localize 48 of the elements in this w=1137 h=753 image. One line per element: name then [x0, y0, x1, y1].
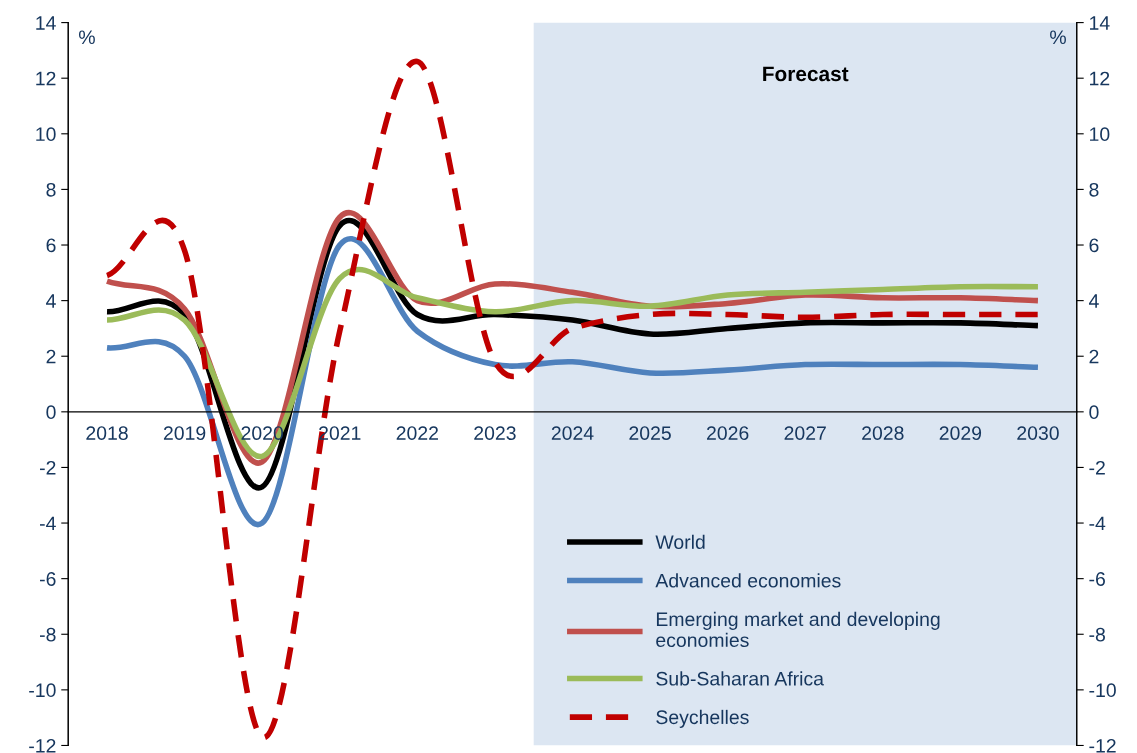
y-tick-label: 10	[36, 127, 56, 142]
band-label: Forecast	[763, 66, 849, 82]
y-tick-label: 0	[46, 405, 56, 420]
legend-label: Sub-Saharan Africa	[656, 671, 824, 686]
y2-tick-label: 12	[1090, 71, 1110, 86]
y-tick-label: 14	[36, 16, 56, 30]
y-tick-label: -10	[29, 683, 56, 698]
y-tick-label: -4	[39, 516, 56, 531]
x-tick-label: 2029	[939, 426, 982, 440]
x-tick-label: 2018	[86, 426, 128, 440]
y-tick-label: 4	[46, 294, 56, 308]
x-tick-label: 2026	[706, 426, 749, 440]
y2-tick-label: -2	[1089, 460, 1105, 475]
y2-tick-label: 10	[1090, 127, 1110, 142]
y2-tick-label: 6	[1089, 238, 1099, 253]
y2-tick-label: 14	[1090, 16, 1110, 30]
x-tick-label: 2021	[319, 426, 361, 440]
y-tick-label: -8	[39, 627, 56, 642]
y2-tick-label: 0	[1089, 405, 1099, 420]
y-tick-label: -12	[29, 738, 56, 753]
y2-tick-label: -12	[1089, 738, 1116, 753]
y-tick-label: 8	[46, 182, 56, 197]
y-axis-title: %	[79, 30, 95, 45]
legend-label: World	[655, 534, 705, 550]
y2-axis-title: %	[1050, 30, 1066, 45]
y2-tick-label: 4	[1088, 294, 1099, 308]
x-tick-label: 2025	[629, 426, 671, 440]
y-tick-label: 2	[46, 349, 56, 364]
y2-tick-label: -8	[1089, 627, 1105, 642]
x-tick-label: 2027	[784, 426, 826, 440]
x-tick-label: 2030	[1017, 426, 1059, 440]
x-tick-label: 2022	[396, 426, 438, 440]
x-tick-label: 2028	[862, 426, 904, 440]
legend-label: Seychelles	[656, 709, 749, 728]
x-tick-label: 2023	[474, 426, 516, 440]
legend-label: Emerging market and developing economies	[656, 611, 940, 648]
y2-tick-label: 8	[1089, 182, 1099, 197]
y2-tick-label: -10	[1089, 683, 1116, 698]
y2-tick-label: 2	[1089, 349, 1099, 364]
y-tick-label: -6	[39, 572, 56, 586]
y2-tick-label: -6	[1089, 572, 1105, 586]
y-tick-label: -2	[39, 460, 56, 475]
y2-tick-label: -4	[1089, 516, 1106, 531]
y-tick-label: 6	[46, 238, 56, 253]
legend-label: Advanced economies	[655, 573, 841, 588]
x-tick-label: 2024	[551, 426, 594, 440]
x-tick-label: 2019	[163, 426, 206, 440]
y-tick-label: 12	[36, 71, 56, 86]
